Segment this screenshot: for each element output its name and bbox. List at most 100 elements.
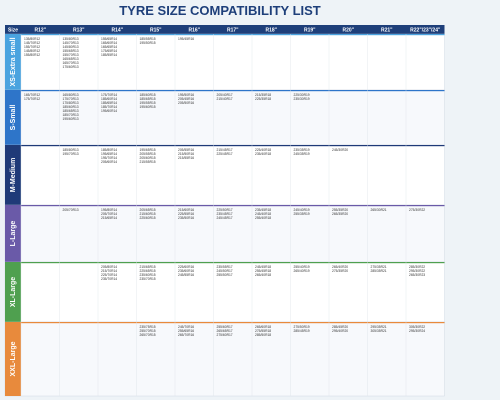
tyre-size: 275/60R17 (217, 333, 233, 337)
tyre-size: 255/40R18 (255, 216, 271, 220)
tyre-size: 255/50R17 (217, 273, 233, 277)
tyre-size: 185/65R13 (63, 109, 79, 113)
tyre-size: 265/35R20 (332, 212, 348, 216)
row-label-bg (5, 34, 21, 90)
tyre-size: 245/35R19 (294, 152, 310, 156)
tyre-size: 275/50R19 (294, 325, 310, 329)
tyre-size: 215/60R15 (140, 212, 156, 216)
tyre-size: 175/70R12 (24, 97, 40, 101)
tyre-size: 275/55R18 (255, 329, 271, 333)
tyre-size: 255/70R15 (140, 329, 156, 333)
tyre-size: 225/30R19 (294, 93, 310, 97)
row-bg (4, 261, 445, 323)
row-bg (4, 204, 445, 263)
tyre-size: 265/30R21 (371, 208, 387, 212)
tyre-size: 205/60R14 (101, 160, 117, 164)
tyre-size: 235/55R17 (217, 265, 233, 269)
tyre-size: 245/45R18 (255, 265, 271, 269)
tyre-size: 255/35R19 (294, 212, 310, 216)
tyre-size: 215/50R16 (178, 152, 194, 156)
row-bg (4, 33, 445, 91)
tyre-size: 295/30R22 (409, 269, 425, 273)
tyre-size: 305/30R22 (409, 325, 425, 329)
column-header: R16" (188, 28, 200, 34)
tyre-size: 215/70R14 (101, 269, 117, 273)
tyre-size: 155/80R12 (24, 53, 40, 57)
tyre-size: 275/30R22 (409, 208, 425, 212)
row-accent (21, 90, 445, 92)
row-accent (21, 205, 445, 207)
tyre-size: 205/70R14 (101, 212, 117, 216)
tyre-size: 295/30R24 (409, 329, 425, 333)
tyre-size: 245/55R16 (178, 273, 194, 277)
tyre-size: 165/65R13 (63, 57, 79, 61)
tyre-size: 175/60R13 (63, 65, 79, 69)
tyre-size: 155/70R12 (24, 45, 40, 49)
column-header: R12" (34, 28, 46, 34)
tyre-size: 235/75R15 (140, 325, 156, 329)
tyre-size: 195/45R16 (178, 37, 194, 41)
tyre-size: 285/35R21 (371, 269, 387, 273)
row-label-bg (5, 205, 21, 262)
tyre-size: 145/80R13 (63, 45, 79, 49)
tyre-size: 215/45R17 (217, 148, 233, 152)
tyre-size: 265/40R19 (294, 269, 310, 273)
tyre-size: 185/80R14 (101, 148, 117, 152)
tyre-size: 235/70R15 (140, 277, 156, 281)
tyre-size: 195/50R16 (178, 93, 194, 97)
tyre-size: 185/60R13 (63, 105, 79, 109)
row-label: L-Large (10, 221, 17, 247)
tyre-size: 245/40R19 (294, 208, 310, 212)
tyre-size: 265/70R15 (140, 333, 156, 337)
tyre-size: 205/45R16 (178, 97, 194, 101)
tyre-size: 245/50R17 (217, 269, 233, 273)
tyre-size: 215/40R17 (217, 97, 233, 101)
column-header: R15" (150, 28, 162, 34)
row-label: XXL-Large (10, 341, 17, 376)
tyre-size: 255/65R16 (178, 329, 194, 333)
column-header: R20" (342, 28, 354, 34)
tyre-size: 215/65R15 (140, 265, 156, 269)
tyre-size: 185/55R15 (140, 37, 156, 41)
tyre-size: 215/55R16 (178, 156, 194, 160)
tyre-size: 165/65R14 (101, 45, 117, 49)
tyre-size: 285/45R20 (332, 325, 348, 329)
row-label-bg (5, 322, 21, 396)
tyre-size: 185/70R14 (101, 105, 117, 109)
tyre-size: 255/60R17 (217, 325, 233, 329)
tyre-size: 165/70R13 (63, 61, 79, 65)
tyre-size: 165/70R12 (24, 93, 40, 97)
tyre-size: 235/60R15 (140, 273, 156, 277)
tyre-size: 195/60R14 (101, 109, 117, 113)
row-label: XL-Large (10, 277, 17, 307)
tyre-size: 185/60R14 (101, 97, 117, 101)
row-accent (21, 322, 445, 324)
tyre-size: 195/50R15 (140, 41, 156, 45)
tyre-size: 215/65R14 (101, 216, 117, 220)
column-header: R19" (304, 28, 316, 34)
tyre-size: 135/80R12 (24, 37, 40, 41)
tyre-size: 265/65R17 (217, 329, 233, 333)
tyre-size: 275/35R20 (332, 269, 348, 273)
tyre-size: 205/60R15 (140, 156, 156, 160)
tyre-size: 175/65R14 (101, 49, 117, 53)
column-header: R22"/23"/24" (410, 28, 441, 34)
tyre-size: 195/60R13 (63, 117, 79, 121)
row-bg (4, 89, 445, 146)
tyre-size: 265/40R20 (332, 265, 348, 269)
tyre-size: 285/45R19 (294, 329, 310, 333)
header-row (5, 25, 445, 34)
row-label: M-Medium (10, 158, 17, 193)
tyre-size: 205/70R13 (63, 208, 79, 212)
tyre-size: 275/35R21 (371, 265, 387, 269)
row-label-bg (5, 90, 21, 145)
tyre-size: 265/60R18 (255, 325, 271, 329)
tyre-size: 165/80R13 (63, 93, 79, 97)
tyre-size: 265/70R16 (178, 333, 194, 337)
tyre-size: 185/60R15 (140, 93, 156, 97)
tyre-size: 205/65R15 (140, 208, 156, 212)
tyre-size: 185/55R14 (101, 53, 117, 57)
tyre-size: 155/65R14 (101, 37, 117, 41)
row-label-bg (5, 145, 21, 205)
tyre-size: 155/70R13 (63, 53, 79, 57)
